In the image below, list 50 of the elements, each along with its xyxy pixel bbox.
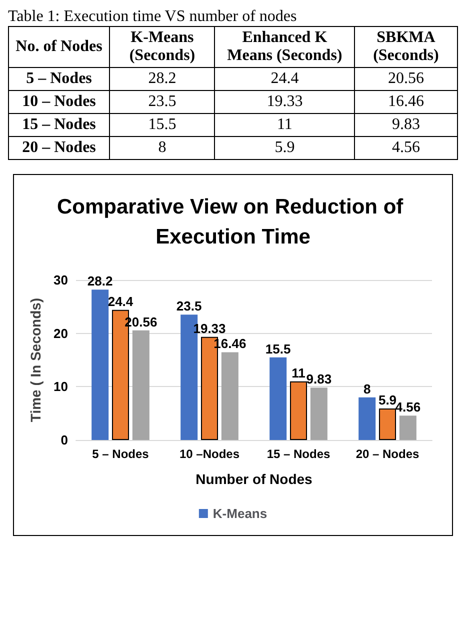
text: 5.9 bbox=[274, 139, 295, 156]
bar bbox=[378, 408, 396, 440]
text: 16.46 bbox=[388, 93, 424, 110]
data-label: 5.9 bbox=[378, 392, 397, 408]
text: 19.33 bbox=[266, 93, 303, 110]
text: 5 – Nodes bbox=[26, 70, 92, 87]
category-label: SBKMA (Seconds) bbox=[354, 26, 458, 68]
text: 11 bbox=[277, 116, 292, 133]
x-axis-title: Number of Nodes bbox=[196, 471, 313, 487]
category-label: K-Means (Seconds) bbox=[110, 26, 215, 68]
bar bbox=[221, 352, 238, 440]
category-label: Enhanced K Means (Seconds) bbox=[214, 26, 354, 68]
text: 10 – Nodes bbox=[22, 93, 96, 110]
bar bbox=[92, 290, 109, 440]
text: 24.4 bbox=[270, 70, 299, 87]
data-label: 28.2 bbox=[87, 274, 113, 289]
category-label: No. of Nodes bbox=[8, 26, 110, 68]
y-axis-title: Time ( In Seconds) bbox=[28, 298, 44, 422]
data-label: 9.83 bbox=[306, 372, 332, 387]
bar bbox=[399, 416, 416, 440]
data-label: 11 bbox=[292, 365, 306, 380]
text: 9.83 bbox=[392, 116, 420, 133]
x-tick-label: 15 – Nodes bbox=[266, 447, 330, 461]
data-label: 23.5 bbox=[176, 298, 202, 314]
bar bbox=[132, 330, 150, 440]
bar bbox=[358, 397, 376, 440]
text: 4.56 bbox=[392, 139, 420, 156]
x-tick-label: 20 – Nodes bbox=[356, 447, 420, 461]
text: 15 – Nodes bbox=[22, 116, 96, 133]
text: 20.56 bbox=[388, 70, 424, 87]
data-label: 4.56 bbox=[395, 400, 421, 415]
x-tick-label: 5 – Nodes bbox=[92, 447, 150, 461]
text: 20 – Nodes bbox=[22, 139, 96, 156]
text: 23.5 bbox=[148, 93, 176, 110]
text: Table 1: Execution time VS number of nodes bbox=[8, 8, 298, 26]
x-tick-label: 10 –Nodes bbox=[179, 447, 240, 461]
legend-label: K-Means bbox=[212, 506, 268, 521]
y-tick-label: 30 bbox=[54, 272, 68, 288]
y-tick-label: 20 bbox=[54, 326, 68, 341]
text: 28.2 bbox=[148, 70, 176, 87]
bar bbox=[290, 381, 308, 440]
data-label: 15.5 bbox=[265, 341, 291, 356]
text: 15.5 bbox=[148, 116, 176, 133]
bar bbox=[310, 388, 328, 440]
chart-title: Comparative View on Reduction of Execution Time bbox=[57, 196, 409, 248]
y-tick-label: 0 bbox=[60, 432, 68, 448]
bar bbox=[270, 357, 287, 440]
data-label: 8 bbox=[363, 381, 371, 396]
y-tick-label: 10 bbox=[54, 379, 68, 394]
text: 8 bbox=[158, 139, 166, 156]
